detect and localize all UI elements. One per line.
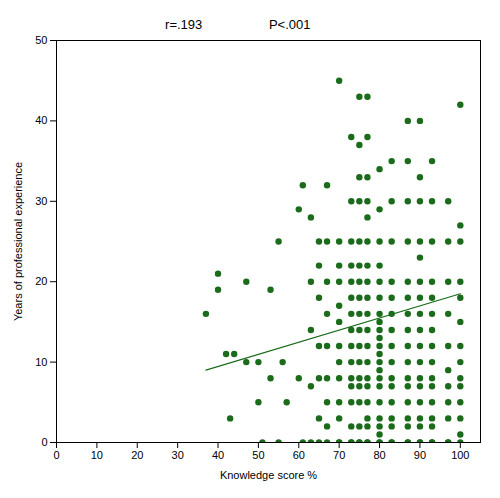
svg-text:40: 40	[35, 114, 47, 126]
svg-text:20: 20	[131, 449, 143, 461]
svg-text:40: 40	[212, 449, 224, 461]
svg-text:10: 10	[35, 356, 47, 368]
svg-text:20: 20	[35, 275, 47, 287]
svg-text:30: 30	[35, 195, 47, 207]
svg-text:80: 80	[373, 449, 385, 461]
svg-text:60: 60	[293, 449, 305, 461]
svg-text:70: 70	[333, 449, 345, 461]
svg-text:90: 90	[414, 449, 426, 461]
svg-text:Knowledge score %: Knowledge score %	[220, 469, 317, 481]
svg-text:100: 100	[451, 449, 469, 461]
svg-text:r=.193: r=.193	[165, 17, 202, 32]
svg-text:50: 50	[252, 449, 264, 461]
svg-text:50: 50	[35, 34, 47, 46]
svg-text:P<.001: P<.001	[269, 17, 311, 32]
svg-text:10: 10	[91, 449, 103, 461]
svg-text:30: 30	[172, 449, 184, 461]
svg-text:Years of professional experien: Years of professional experience	[12, 162, 24, 321]
svg-text:0: 0	[41, 436, 47, 448]
svg-text:0: 0	[53, 449, 59, 461]
